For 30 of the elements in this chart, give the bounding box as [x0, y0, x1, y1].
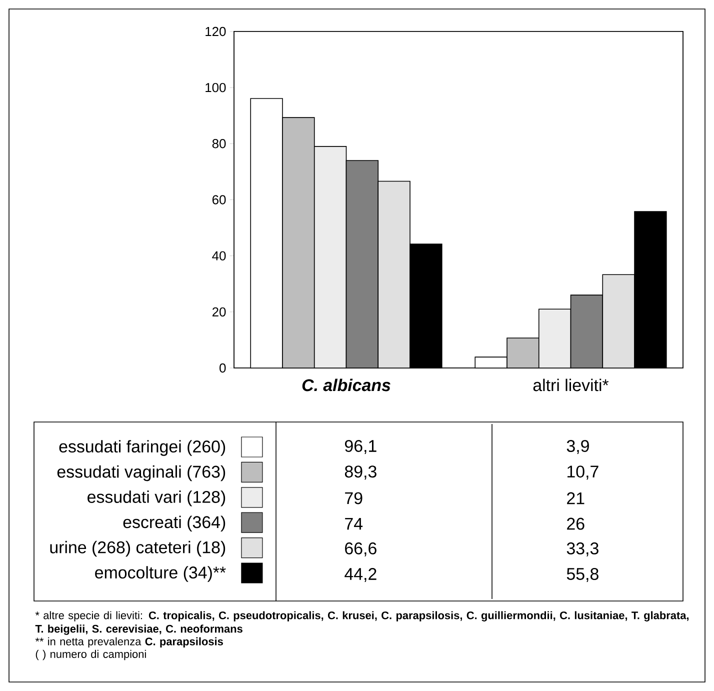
- y-tick-label: 60: [212, 195, 226, 204]
- legend-label: essudati vari (128): [88, 490, 226, 506]
- data-label: 89,3: [344, 466, 376, 480]
- y-tick-label: 0: [220, 363, 226, 373]
- data-label: 79: [345, 492, 362, 504]
- y-tick-label: 80: [212, 139, 226, 148]
- data-label: 26: [567, 518, 584, 530]
- x-tick-label: altri lieviti*: [533, 378, 609, 392]
- text: * altre specie di lieviti: C. tropicalis, C. pseudotropicalis, C. krusei, C. parapsilosis, C. guilliermondii, C. lusitaniae, T. glabrata, T. beigelii, S. cerevisiae, C. neoformans: [35, 611, 689, 635]
- data-label: 33,3: [566, 542, 598, 556]
- text: ** in netta prevalenza C. parapsilosis: [35, 637, 223, 648]
- data-label: 55,8: [566, 568, 598, 582]
- y-tick-label: 100: [206, 82, 226, 92]
- y-tick-label: 40: [212, 251, 226, 260]
- data-label: 96,1: [345, 440, 376, 454]
- x-tick-label: C. albicans: [302, 378, 390, 392]
- data-label: 74: [345, 518, 363, 530]
- y-tick-label: 20: [212, 307, 226, 316]
- data-label: 44,2: [344, 568, 376, 582]
- data-label: 66,6: [345, 542, 376, 556]
- text: ( ) numero di campioni: [36, 650, 146, 660]
- legend-label: urine (268) cateteri (18): [50, 540, 226, 557]
- y-tick-label: 120: [206, 26, 226, 36]
- legend-label: escreati (364): [123, 516, 226, 532]
- data-label: 3,9: [566, 440, 589, 454]
- legend-label: essudati faringei (260): [59, 440, 226, 456]
- data-label: 10,7: [568, 466, 598, 480]
- legend-label: emocolture (34)**: [95, 566, 226, 582]
- data-label: 21: [567, 492, 584, 504]
- legend-label: essudati vaginali (763): [57, 465, 226, 482]
